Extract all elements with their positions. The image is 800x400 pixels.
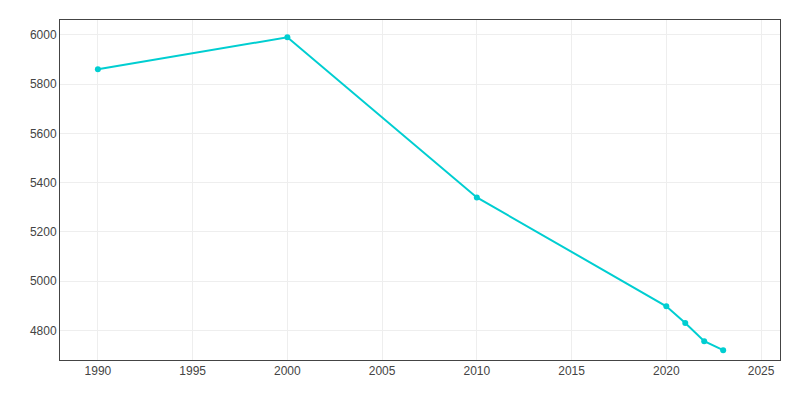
svg-text:1990: 1990 [85, 364, 112, 378]
svg-text:2010: 2010 [463, 364, 490, 378]
svg-text:1995: 1995 [179, 364, 206, 378]
svg-text:5400: 5400 [30, 176, 57, 190]
svg-text:2015: 2015 [558, 364, 585, 378]
svg-text:5200: 5200 [30, 225, 57, 239]
svg-text:2005: 2005 [369, 364, 396, 378]
svg-text:4800: 4800 [30, 324, 57, 338]
svg-text:5000: 5000 [30, 274, 57, 288]
svg-text:2020: 2020 [653, 364, 680, 378]
svg-text:5600: 5600 [30, 127, 57, 141]
svg-text:2025: 2025 [748, 364, 775, 378]
svg-text:6000: 6000 [30, 28, 57, 42]
svg-text:5800: 5800 [30, 77, 57, 91]
svg-text:2000: 2000 [274, 364, 301, 378]
